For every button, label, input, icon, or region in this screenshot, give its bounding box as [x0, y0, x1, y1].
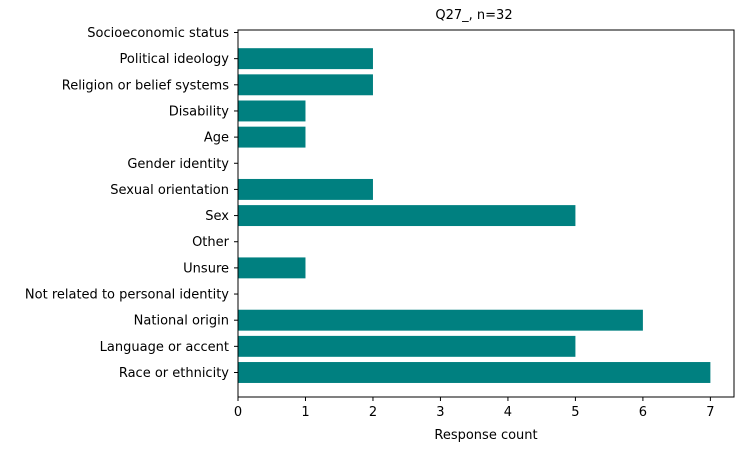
- bar: [238, 178, 373, 200]
- y-tick-label: National origin: [134, 314, 229, 329]
- y-tick-label: Other: [192, 235, 230, 250]
- x-tick-label: 3: [436, 405, 444, 420]
- y-tick-label: Unsure: [183, 261, 229, 276]
- y-axis-ticks: Race or ethnicity Language or accent Natio…: [25, 26, 238, 381]
- x-axis-title: Response count: [434, 428, 537, 443]
- bar: [238, 48, 373, 70]
- bars-group: [238, 48, 711, 383]
- bar: [238, 100, 306, 122]
- bar: [238, 126, 306, 148]
- y-tick-label: Disability: [169, 104, 230, 119]
- y-tick-label: Socioeconomic status: [87, 26, 229, 41]
- bar: [238, 74, 373, 96]
- y-tick-label: Gender identity: [127, 157, 229, 172]
- x-tick-label: 0: [234, 405, 242, 420]
- x-tick-label: 7: [706, 405, 714, 420]
- bar: [238, 257, 306, 279]
- x-tick-label: 4: [504, 405, 512, 420]
- y-tick-label: Age: [204, 131, 229, 146]
- y-tick-label: Political ideology: [120, 52, 230, 67]
- bar: [238, 309, 643, 331]
- y-tick-label: Race or ethnicity: [119, 366, 229, 381]
- x-tick-label: 5: [571, 405, 579, 420]
- plot-frame: [237, 29, 735, 398]
- bar: [238, 335, 576, 357]
- y-tick-label: Language or accent: [100, 340, 229, 355]
- bar: [238, 205, 576, 227]
- y-tick-label: Not related to personal identity: [25, 288, 229, 303]
- y-tick-label: Sex: [205, 209, 229, 224]
- y-tick-label: Religion or belief systems: [62, 78, 229, 93]
- x-axis-ticks: 0 1 2 3 4 5 6 7: [234, 397, 715, 420]
- x-tick-label: 1: [301, 405, 309, 420]
- y-tick-label: Sexual orientation: [110, 183, 229, 198]
- x-tick-label: 2: [369, 405, 377, 420]
- x-tick-label: 6: [639, 405, 647, 420]
- bar: [238, 362, 711, 383]
- chart-title: Q27_, n=32: [435, 8, 512, 23]
